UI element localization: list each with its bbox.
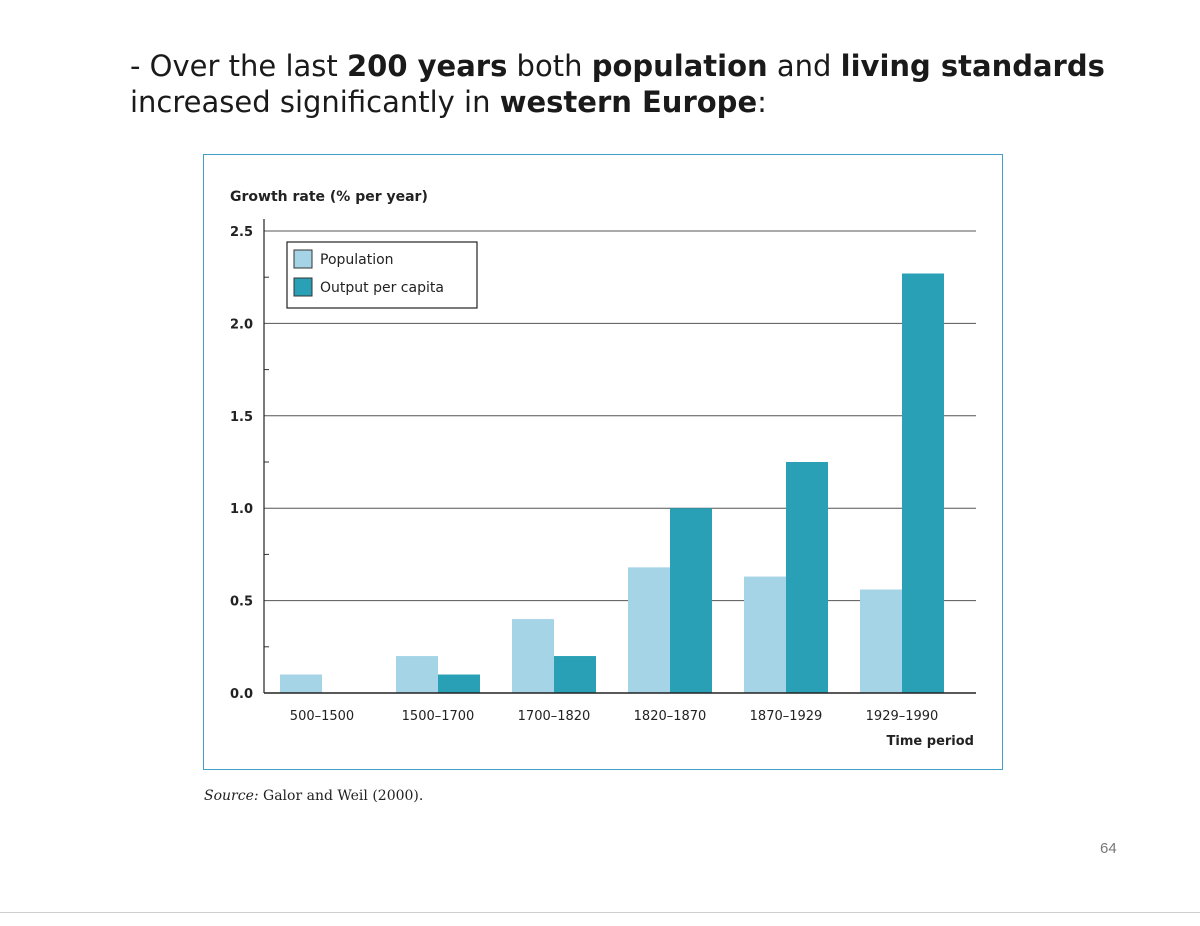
x-tick-label: 1820–1870 (634, 709, 707, 724)
legend-box (286, 241, 478, 309)
bar-population (628, 567, 670, 693)
heading-emphasis-living-standards: living standards (840, 49, 1105, 83)
x-tick-label: 1700–1820 (518, 709, 591, 724)
y-tick-label: 2.0 (230, 317, 253, 332)
heading-emphasis-western-europe: western Europe (499, 85, 758, 119)
page-number: 64 (1100, 840, 1117, 857)
bar-output-per-capita (554, 656, 596, 693)
x-tick-label: 1870–1929 (750, 709, 823, 724)
heading-emphasis-population: population (591, 49, 768, 83)
x-tick-label: 1929–1990 (866, 709, 939, 724)
slide-heading: - Over the last 200 years both populatio… (130, 49, 1105, 119)
source-note: Source: Galor and Weil (2000). (204, 788, 424, 804)
bar-population (396, 656, 438, 693)
x-tick-label: 500–1500 (290, 709, 354, 724)
legend-swatch (293, 249, 313, 269)
bar-population (512, 619, 554, 693)
y-tick-label: 2.5 (230, 225, 253, 240)
bar-population (744, 576, 786, 693)
bottom-divider (0, 912, 1200, 913)
legend-label: Population (320, 252, 394, 268)
bar-output-per-capita (786, 462, 828, 693)
y-tick-label: 0.0 (230, 687, 253, 702)
legend-label: Output per capita (320, 280, 444, 296)
heading-emphasis-years: 200 years (347, 49, 508, 83)
y-tick-label: 1.5 (230, 410, 253, 425)
bar-output-per-capita (902, 273, 944, 693)
growth-rate-bar-chart: Growth rate (% per year) 0.0 0.5 1.0 1.5 2.0 2… (230, 189, 976, 749)
chart-frame: Growth rate (% per year) 0.0 0.5 1.0 1.5 2.0 2… (203, 154, 1003, 770)
chart-title: Growth rate (% per year) (230, 189, 428, 205)
x-tick-label: 1500–1700 (402, 709, 475, 724)
x-axis-label: Time period (887, 734, 974, 749)
bar-population (860, 589, 902, 693)
y-tick-label: 1.0 (230, 502, 253, 517)
legend-swatch (293, 277, 313, 297)
bar-population (280, 674, 322, 693)
bar-output-per-capita (438, 674, 480, 693)
y-tick-label: 0.5 (230, 595, 253, 610)
bar-output-per-capita (670, 508, 712, 693)
